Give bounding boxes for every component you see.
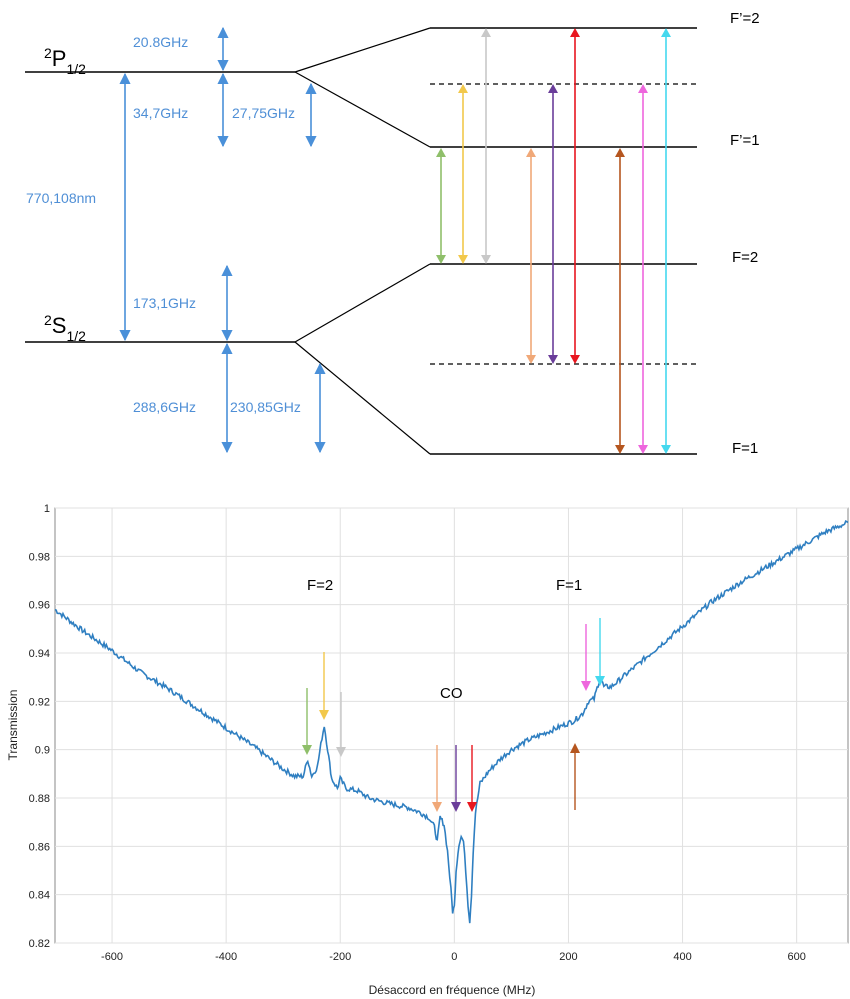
orange-peak-marker <box>432 745 442 812</box>
y-tick-label: 0.84 <box>29 890 50 902</box>
x-tick-label: 200 <box>559 951 577 963</box>
gray-peak-marker <box>336 692 346 757</box>
y-tick-label: 0.96 <box>29 600 50 612</box>
f1-peaks-annotation: F=1 <box>556 577 582 594</box>
f1-label: F=1 <box>732 440 758 457</box>
x-tick-label: -400 <box>215 951 237 963</box>
x-tick-label: 0 <box>451 951 457 963</box>
y-tick-label: 0.94 <box>29 648 50 660</box>
y-tick-label: 0.98 <box>29 551 50 563</box>
y-tick-label: 0.92 <box>29 696 50 708</box>
cyan-transition-arrow <box>661 28 671 454</box>
s-lower-gap-label: 288,6GHz <box>133 399 196 415</box>
transition-arrows <box>436 28 671 454</box>
y-axis-label: Transmission <box>6 690 20 761</box>
transmission-series-line <box>54 519 849 924</box>
plot-frame <box>54 507 849 944</box>
green-peak-marker <box>302 688 312 755</box>
x-tick-labels: -600 -400 -200 0 200 400 600 <box>101 951 806 963</box>
y-tick-labels: 0.82 0.84 0.86 0.88 0.9 0.92 0.94 0.96 0.98 1 <box>29 503 50 950</box>
green-transition-arrow <box>436 148 446 264</box>
transmission-chart: -600 -400 -200 0 200 400 600 0.820.840.860.880… <box>6 503 849 997</box>
s-fan-upper <box>294 263 431 343</box>
p-split-label: 27,75GHz <box>232 105 295 121</box>
purple-transition-arrow <box>548 84 558 364</box>
pink-peak-marker <box>581 624 591 691</box>
fp1-label: F’=1 <box>730 132 760 149</box>
p-lower-gap-label: 34,7GHz <box>133 105 188 121</box>
y-tick-label: 0.9 <box>35 745 50 757</box>
p-upper-gap-label: 20.8GHz <box>133 34 188 50</box>
fp2-label: F’=2 <box>730 10 760 27</box>
orange-transition-arrow <box>526 148 536 364</box>
brown-peak-marker <box>570 743 580 810</box>
s-split-label: 230,85GHz <box>230 399 301 415</box>
s-upper-gap-label: 173,1GHz <box>133 295 196 311</box>
x-tick-label: -600 <box>101 951 123 963</box>
lower-term-label: 2S1/2 <box>44 312 86 344</box>
optical-label: 770,108nm <box>26 190 96 206</box>
pink-transition-arrow <box>638 84 648 454</box>
x-tick-label: 600 <box>787 951 805 963</box>
gray-transition-arrow <box>481 28 491 264</box>
red-transition-arrow <box>570 28 580 364</box>
cyan-peak-marker <box>595 618 605 686</box>
peak-marker-arrows <box>302 618 605 812</box>
energy-level-diagram: 2P1/2 2S1/2 F’=2 F’=1 F=2 F=1 20.8GHz 34… <box>25 10 760 457</box>
s-fan-lower <box>294 341 431 455</box>
yellow-transition-arrow <box>458 84 468 264</box>
x-axis-label: Désaccord en fréquence (MHz) <box>369 983 536 997</box>
y-tick-label: 0.88 <box>29 793 50 805</box>
upper-term-label: 2P1/2 <box>44 45 86 77</box>
f2-label: F=2 <box>732 249 758 266</box>
yellow-peak-marker <box>319 652 329 720</box>
y-tick-label: 1 <box>44 503 50 515</box>
y-tick-label: 0.82 <box>29 938 50 950</box>
x-tick-label: -200 <box>329 951 351 963</box>
p-fan-lower <box>294 71 431 148</box>
x-tick-label: 400 <box>673 951 691 963</box>
brown-transition-arrow <box>615 148 625 454</box>
y-tick-label: 0.86 <box>29 841 50 853</box>
p-fan-upper <box>294 27 431 73</box>
co-annotation: CO <box>440 685 463 702</box>
f2-peaks-annotation: F=2 <box>307 577 333 594</box>
purple-peak-marker <box>451 745 461 812</box>
red-peak-marker <box>467 745 477 812</box>
